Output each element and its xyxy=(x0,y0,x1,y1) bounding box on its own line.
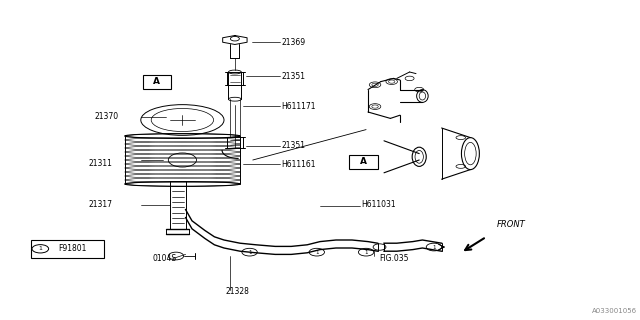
Text: 1: 1 xyxy=(364,250,368,255)
Text: A: A xyxy=(154,77,160,86)
Text: FRONT: FRONT xyxy=(497,220,526,229)
Text: A: A xyxy=(360,157,367,166)
Text: 21328: 21328 xyxy=(226,287,250,296)
Text: H611031: H611031 xyxy=(362,200,396,209)
Text: H611161: H611161 xyxy=(282,160,316,169)
Text: 21351: 21351 xyxy=(282,72,306,81)
Text: H611171: H611171 xyxy=(282,102,316,111)
Text: 21311: 21311 xyxy=(88,159,112,168)
Text: 21369: 21369 xyxy=(282,38,306,47)
Text: 21317: 21317 xyxy=(88,200,113,209)
Text: 21351: 21351 xyxy=(282,141,306,150)
Text: 1: 1 xyxy=(315,250,319,255)
Text: 1: 1 xyxy=(432,244,436,250)
Text: A033001056: A033001056 xyxy=(591,308,637,314)
Text: F91801: F91801 xyxy=(58,244,86,253)
Text: 1: 1 xyxy=(38,246,42,251)
Text: FIG.035: FIG.035 xyxy=(379,254,408,263)
Text: 1: 1 xyxy=(248,250,252,255)
Text: 21370: 21370 xyxy=(95,112,119,121)
Text: 0104S: 0104S xyxy=(152,254,177,263)
